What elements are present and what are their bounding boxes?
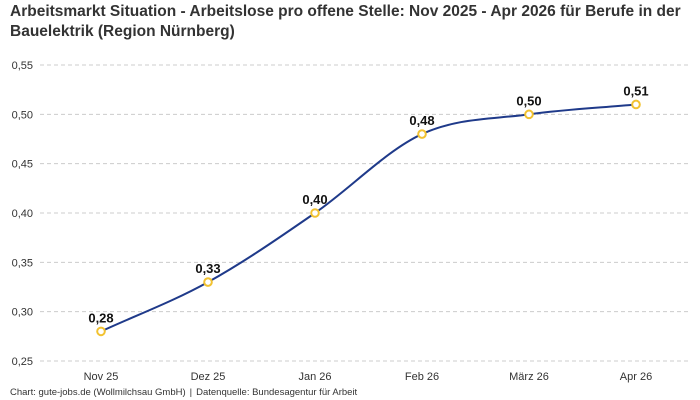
chart-title: Arbeitsmarkt Situation - Arbeitslose pro… bbox=[10, 3, 681, 40]
data-label: 0,50 bbox=[516, 93, 541, 108]
series-line bbox=[100, 103, 637, 333]
y-tick-label: 0,55 bbox=[12, 60, 33, 72]
y-tick-label: 0,25 bbox=[12, 356, 33, 368]
x-tick-label: Jan 26 bbox=[298, 371, 331, 383]
data-label: 0,51 bbox=[623, 83, 648, 98]
y-tick-label: 0,35 bbox=[12, 257, 33, 269]
y-tick-label: 0,45 bbox=[12, 159, 33, 171]
data-point bbox=[310, 208, 320, 218]
x-axis-ticks: Nov 25 Dez 25 Jan 26 Feb 26 März 26 Apr 26 bbox=[84, 371, 653, 383]
footer-source: Datenquelle: Bundesagentur für Arbeit bbox=[196, 387, 358, 398]
x-tick-label: Nov 25 bbox=[84, 371, 119, 383]
data-labels: 0,28 0,33 0,40 0,48 0,50 0,51 bbox=[88, 83, 648, 325]
data-point bbox=[631, 99, 641, 110]
data-points bbox=[96, 99, 641, 337]
y-tick-label: 0,50 bbox=[12, 109, 33, 121]
data-point bbox=[417, 129, 427, 139]
data-label: 0,33 bbox=[195, 261, 220, 276]
data-label: 0,48 bbox=[409, 113, 434, 128]
x-tick-label: Feb 26 bbox=[405, 371, 439, 383]
data-label: 0,40 bbox=[302, 192, 327, 207]
x-tick-label: Apr 26 bbox=[620, 371, 652, 383]
chart-footer: Chart: gute-jobs.de (Wollmilchsau GmbH) |… bbox=[10, 387, 357, 398]
y-axis-ticks: 0,25 0,30 0,35 0,40 0,45 0,50 0,55 bbox=[12, 60, 33, 368]
y-tick-label: 0,30 bbox=[12, 307, 33, 319]
data-point bbox=[96, 326, 106, 337]
y-tick-label: 0,40 bbox=[12, 208, 33, 220]
x-tick-label: Dez 25 bbox=[191, 371, 226, 383]
gridlines bbox=[40, 64, 690, 362]
footer-separator: | bbox=[189, 387, 193, 398]
data-point bbox=[203, 277, 213, 287]
data-label: 0,28 bbox=[88, 310, 113, 325]
footer-credit: Chart: gute-jobs.de (Wollmilchsau GmbH) bbox=[10, 387, 186, 398]
data-point bbox=[524, 109, 534, 120]
x-tick-label: März 26 bbox=[509, 371, 549, 383]
